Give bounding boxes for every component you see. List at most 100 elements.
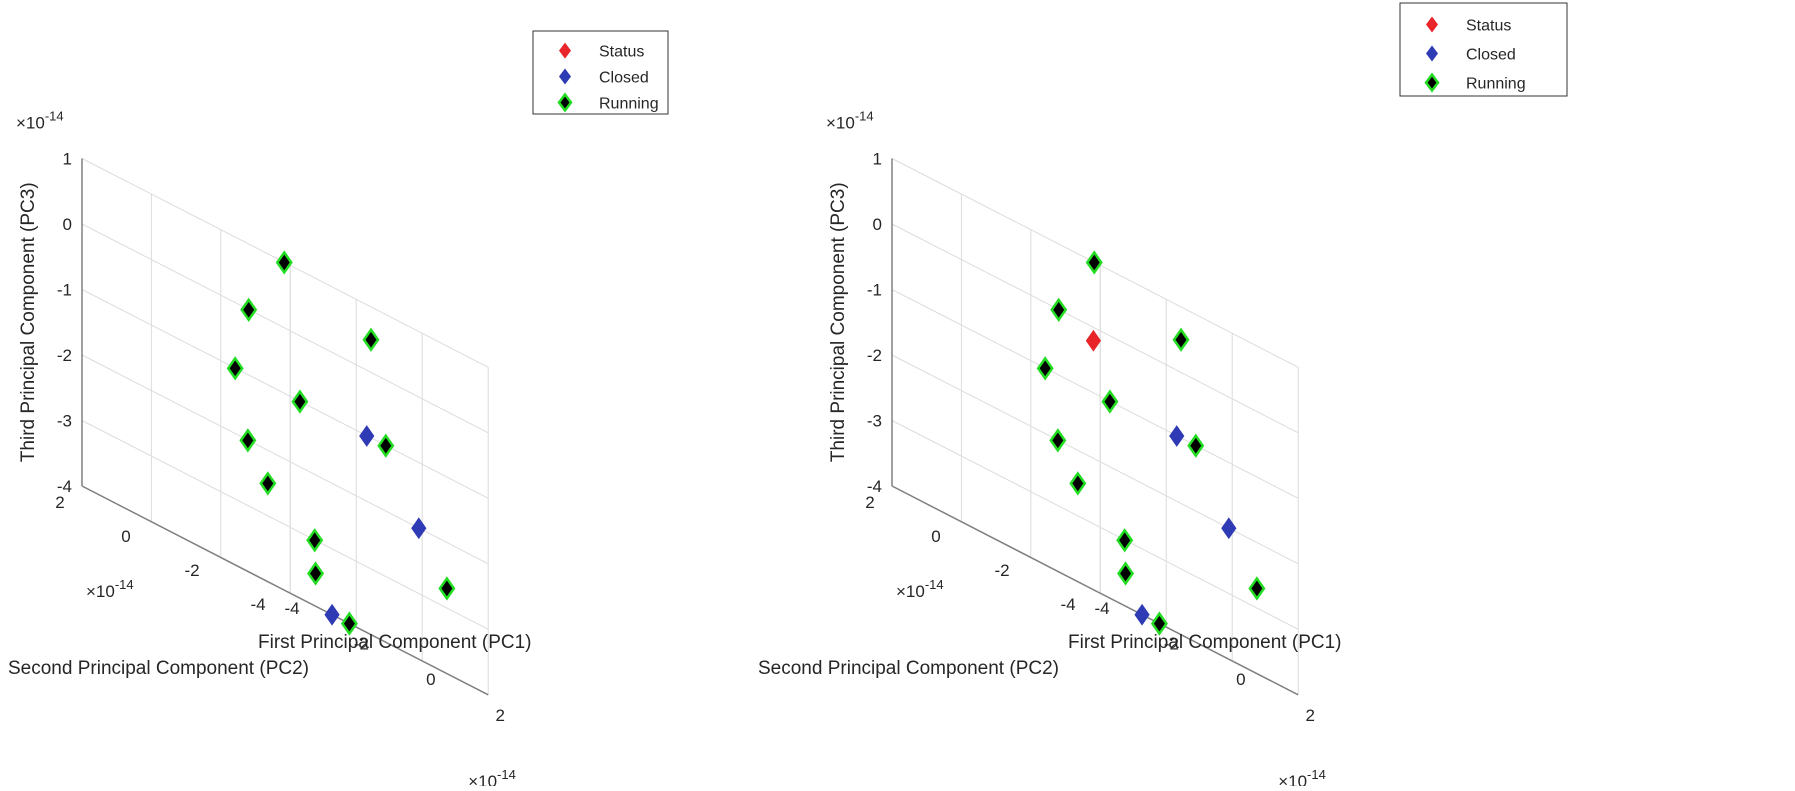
y-tick-label: 0 — [121, 527, 130, 546]
point-closed — [1169, 425, 1185, 447]
point-running — [1116, 528, 1134, 553]
plot-area: -4-202-4-202-4-3-2-101×10-14×10-14×10-14… — [8, 109, 531, 791]
x-axis-line — [279, 587, 489, 696]
chart-right-svg: -4-202-4-202-4-3-2-101×10-14×10-14×10-14… — [758, 2, 1568, 791]
x-tick-label: -4 — [1094, 599, 1109, 618]
z-exponent-label: ×10-14 — [16, 109, 64, 133]
y-tick-label: 0 — [931, 527, 940, 546]
y-exponent-label: ×10-14 — [896, 577, 944, 601]
grid-line — [289, 461, 489, 565]
grid-line — [891, 223, 1101, 332]
legend-marker-running — [557, 92, 573, 113]
point-running — [1117, 561, 1135, 586]
y-tick-label: -4 — [250, 595, 265, 614]
x-exponent-label: ×10-14 — [468, 767, 516, 786]
x-tick-label: -2 — [1164, 635, 1179, 654]
point-running — [306, 528, 324, 553]
point-running — [240, 297, 258, 322]
point-running — [1049, 428, 1067, 453]
legend-label-running: Running — [599, 95, 659, 112]
grid-line — [1099, 330, 1299, 434]
z-tick-label: -1 — [57, 281, 72, 300]
point-closed — [411, 517, 427, 540]
point-running — [438, 576, 456, 601]
plot-area: -4-202-4-202-4-3-2-101×10-14×10-14×10-14… — [758, 109, 1341, 791]
legend-label-closed: Closed — [599, 70, 649, 87]
point-running — [259, 471, 277, 496]
z-tick-label: -3 — [57, 412, 72, 431]
grid-line — [289, 330, 489, 434]
z-axis-title: Third Principal Component (PC3) — [18, 182, 39, 462]
legend-marker-closed — [559, 68, 571, 85]
z-tick-label: 0 — [63, 215, 72, 234]
z-tick-label: 1 — [873, 150, 882, 169]
z-tick-label: -4 — [57, 477, 72, 496]
point-running — [307, 561, 325, 586]
x-tick-label: 2 — [1305, 706, 1314, 725]
point-running — [1085, 250, 1103, 275]
point-closed — [324, 603, 340, 626]
point-running — [1150, 611, 1168, 636]
grid-line — [891, 158, 1101, 266]
chart-right: -4 -2 0 2 -4 -2 0 2 -4 -3 -2 -1 0 1 ×10-14 ×10-14 ×10-14… — [755, 0, 1795, 791]
legend-marker-status — [559, 42, 571, 59]
grid-line — [289, 264, 489, 368]
grid-line — [891, 289, 1101, 397]
z-tick-label: -2 — [57, 346, 72, 365]
point-running — [1069, 471, 1087, 496]
x-tick-label: -2 — [354, 635, 369, 654]
y-exponent-label: ×10-14 — [86, 577, 134, 601]
y-tick-label: -2 — [184, 561, 199, 580]
grid-line — [1099, 461, 1299, 565]
y-tick-label: 2 — [865, 493, 874, 512]
point-running — [291, 389, 309, 414]
point-closed — [1134, 603, 1150, 626]
point-running — [1172, 327, 1190, 352]
y-tick-label: 2 — [55, 493, 64, 512]
point-running — [1187, 433, 1205, 458]
point-running — [1050, 297, 1068, 322]
point-running — [239, 428, 257, 453]
y-axis-title: Second Principal Component (PC2) — [758, 658, 1059, 679]
z-tick-label: 0 — [873, 215, 882, 234]
y-axis-title: Second Principal Component (PC2) — [8, 658, 309, 679]
x-exponent-label: ×10-14 — [1278, 767, 1326, 786]
z-tick-label: -1 — [867, 281, 882, 300]
legend: Status Closed Running — [532, 30, 669, 115]
grid-line — [1099, 264, 1299, 368]
grid-line — [81, 158, 291, 266]
z-exponent-label: ×10-14 — [826, 109, 874, 133]
z-tick-label: -2 — [867, 346, 882, 365]
x-tick-label: 2 — [495, 706, 504, 725]
grid-line — [81, 223, 291, 332]
grid-line — [81, 354, 291, 463]
point-running — [1101, 389, 1119, 414]
chart-left: -4 -2 0 2 -4 -2 0 2 -4 -3 -2 -1 0 1 ×10-14 ×10-14 ×10-14… — [0, 0, 700, 791]
legend-box — [532, 30, 669, 115]
grid-line — [81, 420, 291, 528]
grid-line — [891, 354, 1101, 463]
x-tick-label: 0 — [426, 670, 435, 689]
legend-label-status: Status — [1466, 17, 1511, 34]
chart-left-svg: -4-202-4-202-4-3-2-101×10-14×10-14×10-14… — [8, 30, 669, 791]
legend-label-closed: Closed — [1466, 47, 1516, 64]
z-tick-label: -3 — [867, 412, 882, 431]
point-running — [362, 327, 380, 352]
grid-line — [1099, 526, 1299, 630]
legend-label-running: Running — [1466, 76, 1526, 93]
y-axis-line — [891, 485, 1091, 589]
z-tick-label: 1 — [63, 150, 72, 169]
x-axis-title: First Principal Component (PC1) — [1068, 632, 1341, 653]
z-axis-title: Third Principal Component (PC3) — [828, 182, 849, 462]
point-running — [226, 356, 244, 381]
grid-line — [289, 526, 489, 630]
x-tick-label: 0 — [1236, 670, 1245, 689]
y-axis-line — [81, 485, 281, 589]
point-running — [1036, 356, 1054, 381]
point-closed — [359, 425, 375, 447]
legend: Status Closed Running — [1399, 2, 1568, 97]
point-running — [340, 611, 358, 636]
point-closed — [1221, 517, 1237, 540]
z-tick-label: -4 — [867, 477, 882, 496]
point-running — [377, 433, 395, 458]
